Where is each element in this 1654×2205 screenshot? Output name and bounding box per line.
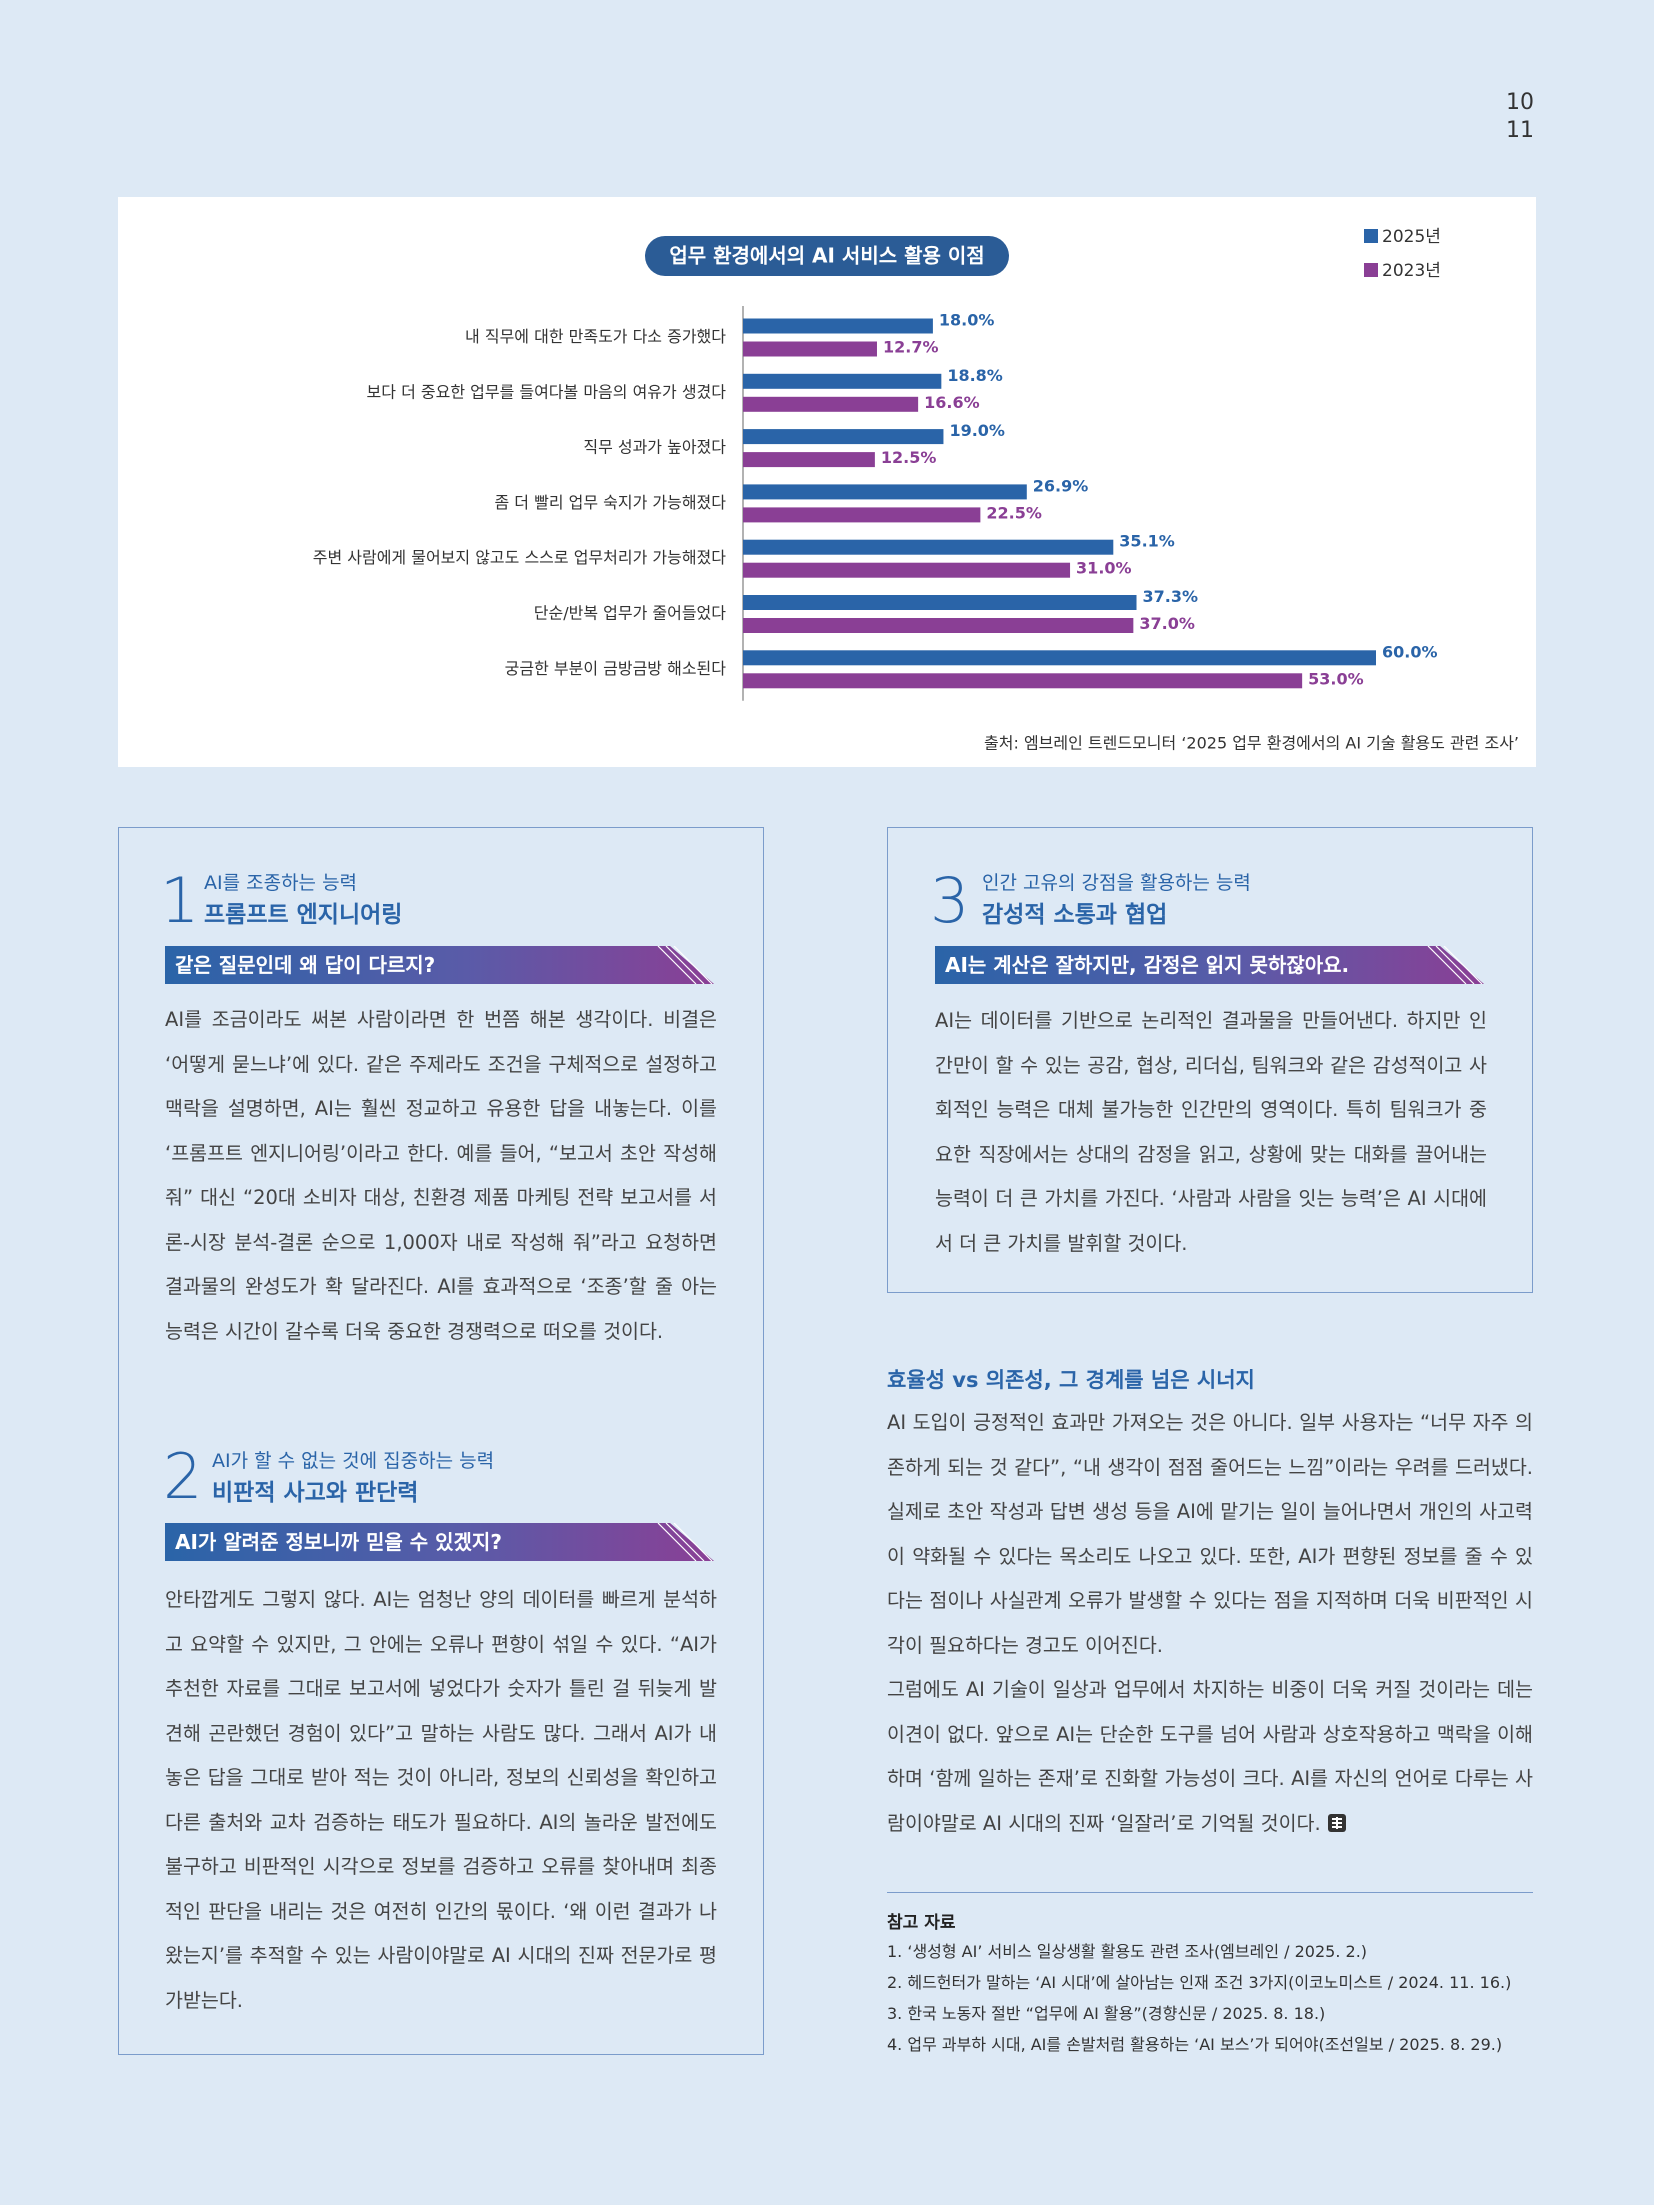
value-label: 53.0% xyxy=(1308,669,1364,688)
category-label: 내 직무에 대한 만족도가 다소 증가했다 xyxy=(465,327,726,346)
section-body: 안타깝게도 그렇지 않다. AI는 엄청난 양의 데이터를 빠르게 분석하고 요… xyxy=(165,1588,717,2012)
chart-source: 출처: 엠브레인 트렌드모니터 ‘2025 업무 환경에서의 AI 기술 활용도… xyxy=(984,734,1519,753)
category-label: 궁금한 부분이 금방금방 해소된다 xyxy=(505,659,727,678)
value-label: 37.0% xyxy=(1139,614,1195,633)
banner-stripes xyxy=(657,1523,713,1561)
value-label: 60.0% xyxy=(1382,642,1438,661)
value-label: 19.0% xyxy=(949,421,1005,440)
bar xyxy=(743,318,933,334)
references-title: 참고 자료 xyxy=(887,1913,956,1933)
essay-paragraph: AI 도입이 긍정적인 효과만 가져오는 것은 아니다. 일부 사용자는 “너무… xyxy=(887,1411,1533,1657)
section-subtitle: AI가 할 수 없는 것에 집중하는 능력 xyxy=(212,1450,495,1472)
essay-paragraph: 그럼에도 AI 기술이 일상과 업무에서 차지하는 비중이 더욱 커질 것이라는… xyxy=(887,1668,1533,1846)
essay-heading: 효율성 vs 의존성, 그 경계를 넘은 시너지 xyxy=(887,1368,1255,1392)
category-label: 단순/반복 업무가 줄어들었다 xyxy=(534,604,726,623)
bar xyxy=(743,484,1027,500)
legend-swatch xyxy=(1364,263,1378,277)
bar xyxy=(743,396,919,412)
section-number: 1 xyxy=(160,864,200,937)
value-label: 37.3% xyxy=(1143,587,1199,606)
value-label: 26.9% xyxy=(1033,476,1089,495)
section-title: 감성적 소통과 협업 xyxy=(982,902,1168,928)
reference: 4. 업무 과부하 시대, AI를 손발처럼 활용하는 ‘AI 보스’가 되어야… xyxy=(887,2035,1503,2054)
value-label: 12.5% xyxy=(881,448,937,467)
essay: AI 도입이 긍정적인 효과만 가져오는 것은 아니다. 일부 사용자는 “너무… xyxy=(887,1401,1533,1846)
category-label: 보다 더 중요한 업무를 들여다볼 마음의 여유가 생겼다 xyxy=(367,382,727,401)
legend-label: 2023년 xyxy=(1382,261,1441,281)
section-number: 2 xyxy=(163,1440,203,1513)
reference: 3. 한국 노동자 절반 “업무에 AI 활용”(경향신문 / 2025. 8.… xyxy=(887,2004,1326,2023)
legend-label: 2025년 xyxy=(1382,227,1441,247)
legend-swatch xyxy=(1364,229,1378,243)
category-label: 주변 사람에게 물어보지 않고도 스스로 업무처리가 가능해졌다 xyxy=(313,548,727,567)
references: 1. ‘생성형 AI’ 서비스 일상생활 활용도 관련 조사(엠브레인 / 20… xyxy=(887,1936,1547,2060)
section-subtitle: AI를 조종하는 능력 xyxy=(204,872,358,894)
value-label: 22.5% xyxy=(986,503,1042,522)
section-subtitle: 인간 고유의 강점을 활용하는 능력 xyxy=(982,872,1251,894)
bar xyxy=(743,650,1376,666)
value-label: 16.6% xyxy=(924,393,980,412)
section-title: 프롬프트 엔지니어링 xyxy=(204,902,403,928)
page-number: 10 xyxy=(1506,90,1534,115)
divider xyxy=(887,1892,1533,1893)
page-number: 11 xyxy=(1506,118,1534,143)
banner-stripes xyxy=(1427,946,1483,984)
right-box xyxy=(887,827,1533,1293)
bar xyxy=(743,595,1137,610)
value-label: 18.8% xyxy=(947,366,1003,385)
category-label: 직무 성과가 높아졌다 xyxy=(583,438,726,457)
section-banner: 같은 질문인데 왜 답이 다르지? xyxy=(165,946,714,984)
end-icon xyxy=(1327,1813,1346,1832)
section-banner: AI가 알려준 정보니까 믿을 수 있겠지? xyxy=(165,1523,714,1561)
banner-stripes xyxy=(657,946,713,984)
bar xyxy=(743,452,875,468)
title-pill xyxy=(645,236,1009,276)
reference: 1. ‘생성형 AI’ 서비스 일상생활 활용도 관련 조사(엠브레인 / 20… xyxy=(887,1942,1368,1961)
bar xyxy=(743,429,944,445)
bar xyxy=(743,673,1303,689)
left-box xyxy=(118,827,764,2055)
value-label: 31.0% xyxy=(1076,559,1132,578)
section-banner: AI는 계산은 잘하지만, 감정은 읽지 못하잖아요. xyxy=(935,946,1484,984)
bar xyxy=(743,341,877,357)
bar xyxy=(743,539,1114,555)
section-body: AI는 데이터를 기반으로 논리적인 결과물을 만들어낸다. 하지만 인간만이 … xyxy=(935,1009,1487,1255)
category-label: 좀 더 빨리 업무 숙지가 가능해졌다 xyxy=(494,493,726,512)
value-label: 12.7% xyxy=(883,338,939,357)
reference: 2. 헤드헌터가 말하는 ‘AI 시대’에 살아남는 인재 조건 3가지(이코노… xyxy=(887,1973,1512,1992)
value-label: 18.0% xyxy=(939,311,995,330)
section-number: 3 xyxy=(930,864,970,937)
section-title: 비판적 사고와 판단력 xyxy=(212,1480,419,1506)
bar xyxy=(743,618,1134,633)
essay-text: 그럼에도 AI 기술이 일상과 업무에서 차지하는 비중이 더욱 커질 것이라는… xyxy=(887,1678,1533,1835)
bar xyxy=(743,507,981,523)
value-label: 35.1% xyxy=(1119,532,1175,551)
section-body: AI를 조금이라도 써본 사람이라면 한 번쯤 해본 생각이다. 비결은 ‘어떻… xyxy=(165,1008,717,1343)
chart-title: 업무 환경에서의 AI 서비스 활용 이점 xyxy=(669,244,984,268)
bar xyxy=(743,373,942,389)
bar xyxy=(743,562,1071,578)
